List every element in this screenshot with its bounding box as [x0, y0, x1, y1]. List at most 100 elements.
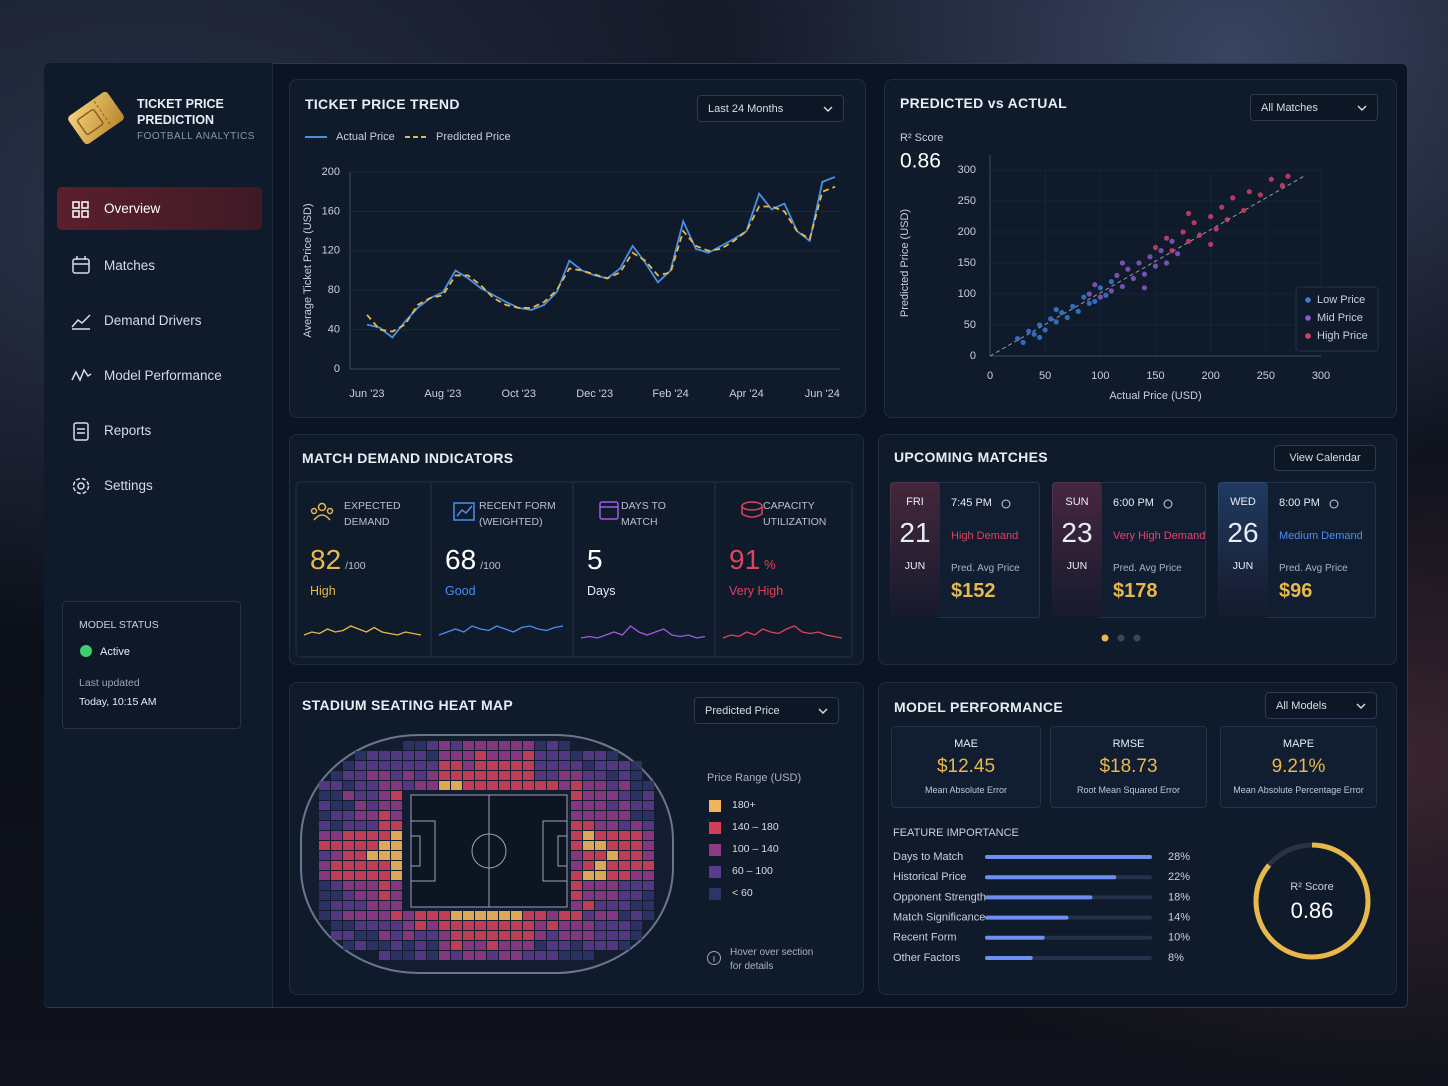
- seat-section: [319, 831, 330, 840]
- indicator-status: Days: [587, 584, 616, 598]
- seat-section: [607, 881, 618, 890]
- seat-section: [367, 781, 378, 790]
- seat-section: [427, 911, 438, 920]
- page-dot[interactable]: [1101, 634, 1109, 642]
- nav-item[interactable]: Demand Drivers: [104, 313, 202, 328]
- seat-section: [439, 751, 450, 760]
- seat-section: [331, 931, 342, 940]
- seat-section: [643, 871, 654, 880]
- seat-section: [475, 911, 486, 920]
- x-tick-label: Jun '24: [805, 388, 840, 400]
- nav-item[interactable]: Reports: [104, 423, 152, 438]
- category-label: Historical Price: [893, 871, 966, 883]
- seat-section: [331, 831, 342, 840]
- seat-section: [391, 781, 402, 790]
- scatter-point: [1147, 254, 1153, 260]
- seat-section: [331, 821, 342, 830]
- seat-section: [523, 931, 534, 940]
- seat-section: [487, 911, 498, 920]
- seat-section: [367, 921, 378, 930]
- seat-section: [379, 951, 390, 960]
- seat-section: [451, 771, 462, 780]
- seat-section: [427, 931, 438, 940]
- view-calendar-button[interactable]: View Calendar: [1274, 445, 1376, 471]
- legend-swatch: [709, 800, 721, 812]
- match-filter-dropdown[interactable]: All Matches: [1250, 94, 1378, 121]
- legend-swatch: [1305, 297, 1311, 303]
- seat-section: [367, 861, 378, 870]
- seat-section: [379, 911, 390, 920]
- annotation-value: 0.86: [900, 150, 941, 173]
- seat-section: [343, 851, 354, 860]
- nav-item[interactable]: Model Performance: [104, 368, 222, 383]
- seat-section: [331, 801, 342, 810]
- seat-section: [331, 851, 342, 860]
- seat-section: [487, 741, 498, 750]
- seat-section: [583, 851, 594, 860]
- seat-section: [319, 901, 330, 910]
- seat-section: [535, 751, 546, 760]
- seat-section: [343, 871, 354, 880]
- seat-section: [391, 881, 402, 890]
- scatter-point: [1197, 232, 1203, 238]
- seat-section: [391, 951, 402, 960]
- seat-section: [607, 891, 618, 900]
- seat-section: [475, 781, 486, 790]
- seat-section: [571, 841, 582, 850]
- seat-section: [631, 821, 642, 830]
- seat-section: [571, 801, 582, 810]
- seat-section: [427, 761, 438, 770]
- seat-section: [487, 931, 498, 940]
- nav-item[interactable]: Settings: [104, 478, 153, 493]
- metric-description: Root Mean Squared Error: [1076, 785, 1181, 795]
- seat-section: [355, 831, 366, 840]
- page-dot[interactable]: [1133, 634, 1141, 642]
- nav-item[interactable]: Overview: [104, 201, 161, 216]
- pitch: [410, 794, 568, 908]
- period-dropdown[interactable]: Last 24 Months: [697, 95, 844, 122]
- indicator-value-row: 91%: [729, 544, 776, 576]
- seat-section: [559, 911, 570, 920]
- seat-section: [559, 781, 570, 790]
- page-dot[interactable]: [1117, 634, 1125, 642]
- seat-section: [367, 931, 378, 940]
- nav-item[interactable]: Matches: [104, 258, 156, 273]
- seat-section: [511, 741, 522, 750]
- scatter-point: [1114, 272, 1120, 278]
- sparkline: [438, 625, 564, 636]
- seat-section: [631, 931, 642, 940]
- seat-section: [619, 871, 630, 880]
- seat-section: [571, 821, 582, 830]
- indicator-status: High: [310, 584, 336, 598]
- y-tick-label: 200: [322, 166, 340, 178]
- seat-section: [559, 921, 570, 930]
- sparkline: [722, 625, 843, 639]
- seat-section: [631, 861, 642, 870]
- bar: [985, 915, 1069, 920]
- y-tick-label: 200: [958, 226, 976, 238]
- seat-section: [643, 831, 654, 840]
- model-dropdown[interactable]: All Models: [1265, 692, 1377, 719]
- seat-section: [463, 781, 474, 790]
- seat-section: [571, 851, 582, 860]
- seat-section: [547, 941, 558, 950]
- seat-section: [367, 811, 378, 820]
- seat-section: [331, 901, 342, 910]
- seat-section: [511, 941, 522, 950]
- heatmap-metric-dropdown[interactable]: Predicted Price: [694, 697, 839, 724]
- legend-label: Actual Price: [336, 131, 395, 143]
- seat-section: [631, 891, 642, 900]
- seat-section: [451, 741, 462, 750]
- seat-section: [439, 761, 450, 770]
- value-label: 22%: [1168, 871, 1190, 883]
- indicator-unit: /100: [480, 560, 501, 572]
- seat-section: [523, 761, 534, 770]
- panel-title: STADIUM SEATING HEAT MAP: [302, 697, 513, 713]
- metric-card: [1220, 726, 1377, 808]
- seat-section: [571, 751, 582, 760]
- seat-section: [379, 941, 390, 950]
- seat-section: [583, 781, 594, 790]
- seat-section: [343, 831, 354, 840]
- scatter-point: [1053, 319, 1059, 325]
- x-tick-label: 200: [1201, 370, 1219, 382]
